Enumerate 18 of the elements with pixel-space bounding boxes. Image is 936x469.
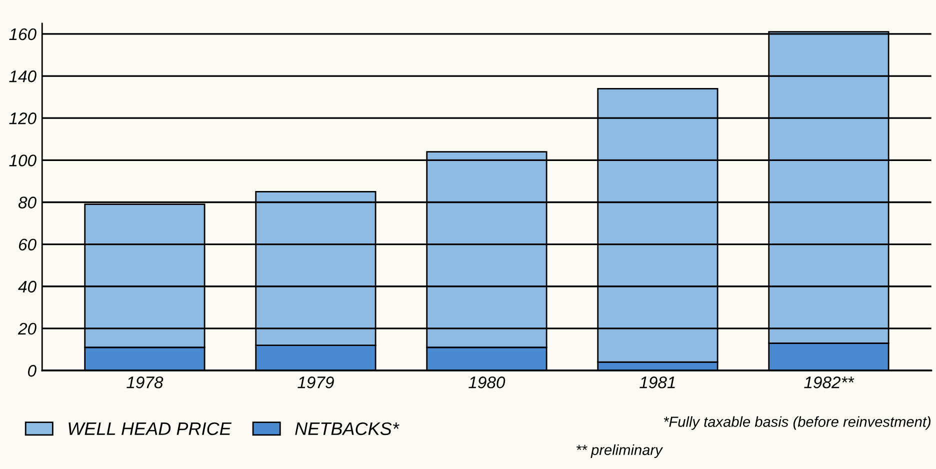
x-tick-label: 1981 <box>640 376 675 388</box>
y-tick-label: 0 <box>28 364 36 377</box>
y-tick-label: 20 <box>18 322 36 335</box>
legend-label: WELL HEAD PRICE <box>68 422 232 436</box>
x-tick-label: 1979 <box>298 376 334 388</box>
y-tick-label: 80 <box>18 196 36 208</box>
y-tick-label: 160 <box>9 28 36 40</box>
y-tick-label: 100 <box>9 154 36 166</box>
legend-label: NETBACKS* <box>295 422 400 436</box>
x-tick-label: 1978 <box>126 376 164 388</box>
text: ** preliminary <box>576 444 664 458</box>
text: *Fully taxable basis (before reinvestment) <box>664 416 930 430</box>
y-tick-label: 140 <box>9 70 36 82</box>
x-tick-label: 1982** <box>804 376 854 388</box>
y-tick-label: 40 <box>18 280 36 293</box>
x-tick-label: 1980 <box>468 376 506 388</box>
y-tick-label: 120 <box>9 112 36 124</box>
y-tick-label: 60 <box>18 238 36 251</box>
